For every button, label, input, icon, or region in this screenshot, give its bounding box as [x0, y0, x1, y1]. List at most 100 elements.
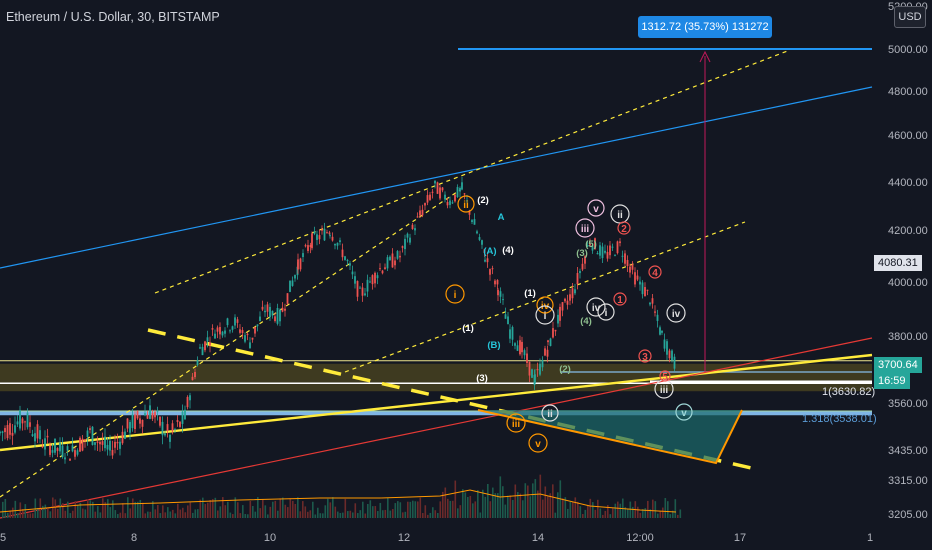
volume-bar [514, 484, 517, 518]
candle-body [391, 253, 394, 268]
volume-bar [452, 500, 454, 518]
candle-body [326, 232, 328, 234]
volume-bar [37, 507, 39, 518]
candle-body [334, 243, 336, 246]
candle-body [269, 306, 271, 318]
volume-bar [607, 504, 609, 518]
volume-bar [9, 510, 12, 518]
countdown-tag: 16:59 [874, 373, 910, 389]
volume-bar [372, 506, 374, 518]
volume-bar [102, 498, 104, 518]
candle-body [89, 428, 91, 430]
volume-bar [312, 501, 314, 518]
candle-body [614, 255, 616, 257]
candle-body [259, 316, 261, 321]
volume-bar [487, 484, 489, 518]
candle-body [297, 259, 299, 270]
wave-label: ii [617, 210, 623, 221]
volume-bar [192, 512, 194, 518]
candle-body [424, 203, 426, 206]
candle-body [121, 431, 124, 444]
volume-bar [162, 505, 164, 518]
candle-body [599, 245, 601, 256]
candle-body [449, 200, 451, 205]
volume-bar [379, 502, 382, 518]
wave-label: 4 [652, 268, 658, 279]
wave-label: ii [463, 200, 469, 211]
candle-body [264, 310, 266, 313]
volume-bar [439, 501, 442, 518]
candle-body [154, 411, 156, 418]
volume-bar [117, 514, 119, 518]
volume-bar [457, 508, 459, 518]
volume-bar [567, 508, 569, 518]
currency-button[interactable]: USD [894, 6, 926, 28]
volume-bar [594, 509, 597, 518]
volume-bar [347, 511, 349, 518]
candle-body [59, 442, 61, 452]
volume-bar [652, 499, 654, 518]
candle-body [226, 318, 229, 326]
volume-bar [532, 483, 534, 518]
volume-bar [359, 510, 362, 518]
candle-body [444, 194, 446, 200]
candle-body [64, 457, 66, 460]
volume-bar [337, 511, 339, 518]
volume-bar [207, 502, 209, 518]
candle-body [636, 275, 639, 280]
wave-marker-circle [597, 303, 615, 321]
volume-bar [469, 495, 472, 518]
volume-bar [529, 496, 532, 518]
volume-bar [209, 499, 212, 518]
volume-bar [144, 513, 147, 518]
candle-body [384, 267, 386, 270]
volume-bar [642, 509, 644, 518]
volume-bar [519, 493, 522, 518]
volume-bar [472, 503, 474, 518]
candle-body [456, 187, 459, 197]
y-tick-label: 4600.00 [888, 130, 928, 142]
volume-bar [654, 501, 657, 518]
wave-marker-circle [457, 195, 475, 213]
volume-bar [44, 504, 47, 518]
volume-bar [107, 499, 109, 518]
candle-body [49, 445, 51, 455]
candle-body [204, 341, 206, 351]
volume-bar [104, 502, 107, 518]
current-price-tag: 3700.64 [874, 357, 922, 373]
candle-body [124, 431, 126, 439]
volume-bar [302, 501, 304, 518]
volume-bar [362, 501, 364, 518]
candle-body [349, 263, 351, 266]
candle-body [256, 324, 259, 327]
wave-marker-circle [638, 349, 652, 363]
candle-body [309, 244, 312, 248]
volume-bar [214, 497, 217, 518]
candle-body [26, 412, 29, 428]
candle-body [497, 289, 499, 296]
volume-bar [252, 505, 254, 518]
candle-body [364, 293, 366, 296]
last-price-tag: 4080.31 [874, 255, 922, 271]
volume-bar [124, 513, 127, 518]
y-tick-label: 3435.00 [888, 445, 928, 457]
volume-bar [324, 505, 327, 518]
candle-body [661, 330, 663, 333]
wave-marker-circle [541, 404, 559, 422]
volume-bar [349, 510, 352, 518]
volume-bar [544, 486, 547, 518]
wave-label: i [544, 311, 547, 322]
candle-body [644, 287, 646, 297]
volume-bar [419, 497, 422, 518]
y-tick-label: 4200.00 [888, 225, 928, 237]
volume-bar [639, 512, 642, 518]
volume-bar [447, 498, 449, 518]
volume-bar [122, 503, 124, 518]
candle-body [181, 411, 184, 424]
chart-title: Ethereum / U.S. Dollar, 30, BITSTAMP [6, 10, 220, 24]
candle-body [663, 339, 666, 349]
candle-body [566, 300, 569, 305]
candle-body [146, 414, 149, 419]
volume-bar [384, 509, 387, 518]
